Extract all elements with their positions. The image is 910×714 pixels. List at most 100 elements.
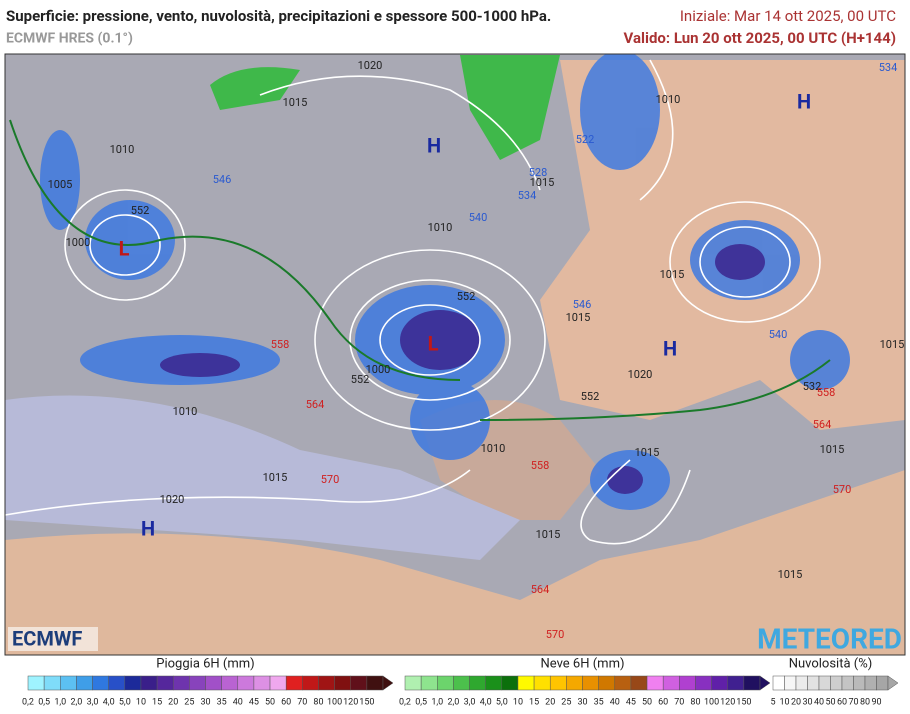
thickness-label: 558	[531, 459, 550, 472]
legend-label: 30	[802, 697, 812, 707]
legend-swatch	[784, 675, 797, 691]
legend-arrow	[887, 675, 899, 691]
legend-swatch	[795, 675, 808, 691]
legend-label: 150	[359, 697, 374, 707]
legend-swatch	[876, 675, 889, 691]
legend-swatch	[43, 675, 61, 691]
initial-time: Iniziale: Mar 14 ott 2025, 00 UTC	[680, 7, 896, 25]
isobar-label: 1010	[481, 442, 506, 455]
legend-label: 0,5	[415, 697, 427, 707]
thickness-label: 558	[271, 338, 290, 351]
legend-label: 60	[658, 697, 668, 707]
thickness-label: 552	[581, 390, 600, 403]
legend-swatch	[205, 675, 222, 691]
thickness-label: 532	[803, 380, 822, 393]
thickness-label: 534	[879, 61, 898, 74]
legend-swatch	[630, 675, 648, 691]
legend-label: 120	[343, 697, 358, 707]
legend-label: 15	[152, 697, 162, 707]
isobar-label: 1015	[880, 338, 905, 351]
legend-label: 0,2	[399, 697, 411, 707]
isobars	[5, 59, 821, 545]
pressure-center: L	[119, 236, 130, 260]
legend-swatch	[549, 675, 567, 691]
isobar-label: 1015	[820, 443, 845, 456]
legend-swatch	[864, 675, 877, 691]
legend-label: 20	[791, 697, 801, 707]
thickness-label: 552	[457, 290, 476, 303]
legend-swatch	[614, 675, 632, 691]
legend-label: 80	[860, 697, 870, 707]
legend-swatch	[76, 675, 93, 691]
legend-label: 25	[184, 697, 194, 707]
map: H H H H L L 1020 1015 1010 1005 1000 1010 1000 1010 10…	[5, 54, 905, 655]
legend-swatch	[253, 675, 271, 691]
thickness-label: 540	[769, 328, 788, 341]
legend-label: 10	[136, 697, 146, 707]
legend-swatch	[156, 675, 174, 691]
legend-swatch	[469, 675, 486, 691]
legend-label: 4,0	[480, 697, 492, 707]
legend-label: 10	[513, 697, 523, 707]
legend-label: 80	[313, 697, 323, 707]
legend-label: 40	[814, 697, 824, 707]
legend-label: 10	[779, 697, 789, 707]
isobar-label: 1015	[530, 176, 555, 189]
legend-title: Pioggia 6H (mm)	[156, 656, 254, 671]
isobar-label: 1005	[48, 178, 73, 191]
thickness-label: 558	[817, 386, 836, 399]
isobar-label: 1000	[66, 236, 91, 249]
thickness-label: 564	[813, 418, 832, 431]
isobar-label: 1000	[366, 363, 391, 376]
legend-label: 50	[642, 697, 652, 707]
legend-swatch	[420, 675, 438, 691]
legend-label: 25	[561, 697, 571, 707]
isobar-label: 1015	[263, 471, 288, 484]
isobar-label: 1020	[358, 59, 383, 72]
legend-swatch	[172, 675, 190, 691]
pressure-center: H	[663, 336, 677, 360]
legend-swatch	[830, 675, 843, 691]
pressure-center: L	[428, 331, 439, 355]
legend-swatch	[437, 675, 454, 691]
legend-swatch	[646, 675, 664, 691]
title: Superficie: pressione, vento, nuvolosità…	[6, 7, 551, 25]
zero-line	[9, 119, 831, 421]
legend-swatch	[189, 675, 206, 691]
isobar-label: 1020	[628, 368, 653, 381]
legend-label: 30	[577, 697, 587, 707]
thickness-label: 552	[351, 373, 370, 386]
isobar-label: 1015	[536, 528, 561, 541]
legend-swatch	[598, 675, 616, 691]
legend-label: 1,0	[54, 697, 66, 707]
legend-label: 120	[720, 697, 735, 707]
thickness-label: 534	[518, 189, 537, 202]
model: ECMWF HRES (0.1°)	[6, 31, 133, 47]
legend-swatch	[124, 675, 142, 691]
legend-swatch	[92, 675, 109, 691]
thickness-label: 546	[573, 298, 592, 311]
legend-swatch	[501, 675, 519, 691]
thickness-label: 570	[321, 473, 340, 486]
pressure-center: H	[797, 89, 811, 113]
legend-swatch	[853, 675, 866, 691]
legend-arrow	[382, 675, 394, 691]
ecmwf-logo: ECMWF	[12, 626, 82, 650]
thickness-label: 546	[213, 173, 232, 186]
thickness-label: 570	[546, 628, 565, 641]
legend-swatch	[453, 675, 470, 691]
legend-title: Nuvolosità (%)	[789, 656, 873, 671]
legend-swatch	[221, 675, 239, 691]
map-frame	[4, 53, 906, 656]
legend-swatch	[60, 675, 77, 691]
legend-label: 40	[610, 697, 620, 707]
legend-label: 3,0	[464, 697, 476, 707]
thickness-label: 540	[469, 211, 488, 224]
legend-label: 5	[770, 697, 775, 707]
thickness-label: 564	[306, 398, 325, 411]
legend-label: 50	[825, 697, 835, 707]
legend-swatch	[237, 675, 255, 691]
land-africa	[5, 470, 905, 655]
